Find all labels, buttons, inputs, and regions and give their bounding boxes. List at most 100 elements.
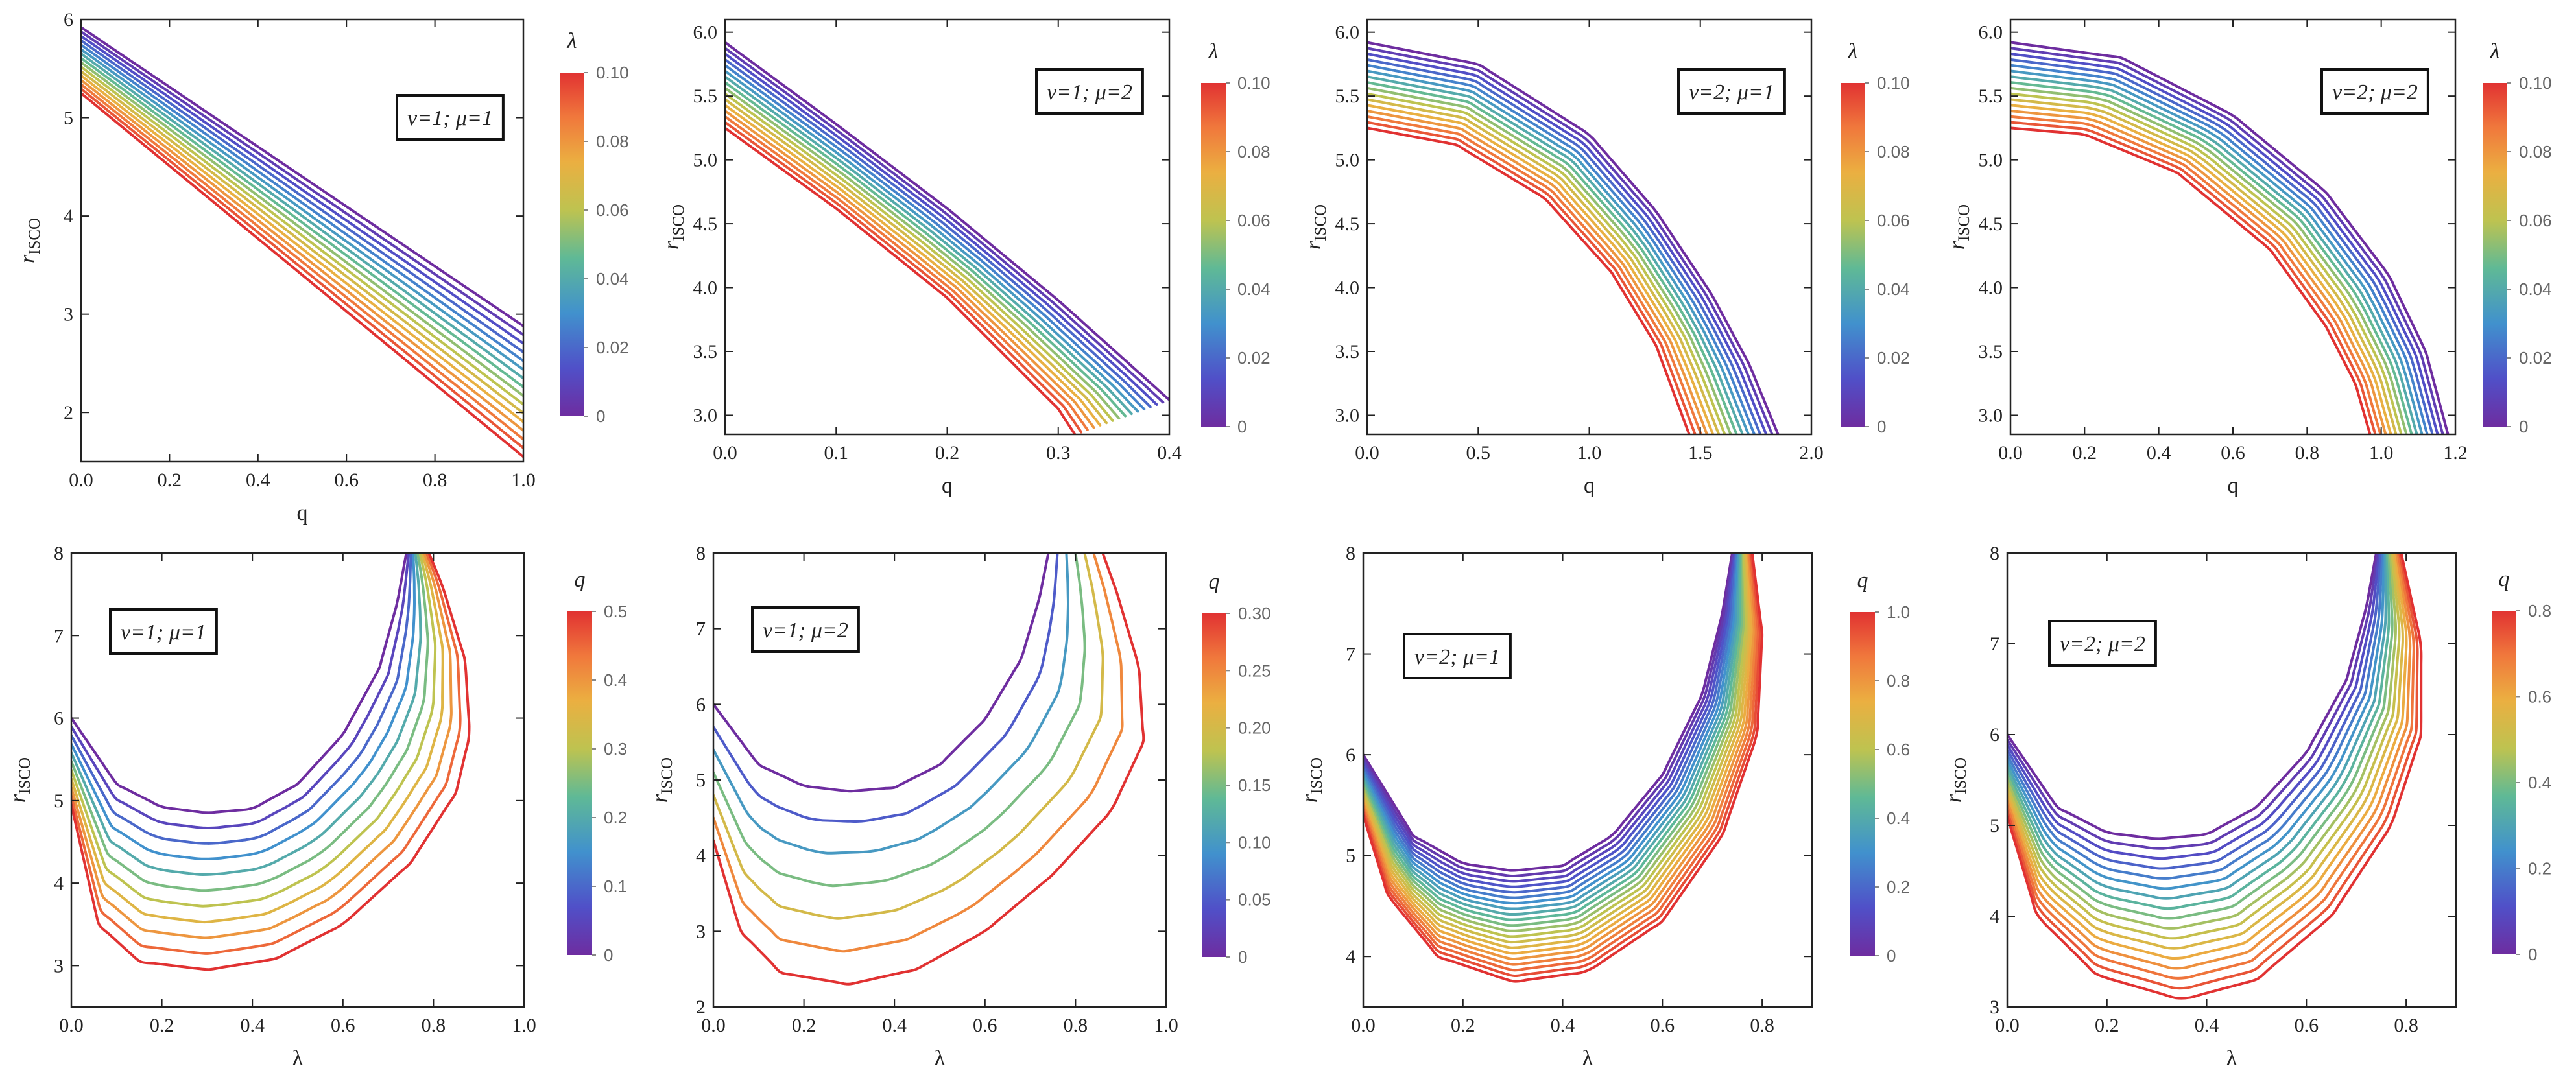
curve-family <box>1363 553 1764 983</box>
y-tick-label: 4.0 <box>1335 278 1360 299</box>
x-tick-label: 0.2 <box>1451 1015 1475 1036</box>
series-line-8 <box>725 86 1121 420</box>
colorbar-tick-label: 0.02 <box>1237 348 1270 368</box>
series-line-14 <box>1367 121 1697 434</box>
colorbar-title: λ <box>2490 40 2500 64</box>
curve-family <box>2010 41 2450 434</box>
series-line-13 <box>2007 553 2412 970</box>
x-tick-label: 1.0 <box>511 469 536 491</box>
series-line-7 <box>1367 81 1738 434</box>
colorbar-title: q <box>1857 569 1868 593</box>
series-line-1 <box>71 553 410 830</box>
y-tick-label: 4.0 <box>693 278 718 299</box>
y-axis-label: rISCO <box>1945 204 1973 250</box>
colorbar-tick-label: 0 <box>2519 417 2528 436</box>
colorbar-tick-label: 0.02 <box>2519 348 2552 368</box>
series-line-9 <box>1363 553 1743 921</box>
series-line-3 <box>713 553 1086 888</box>
y-tick-label: 5 <box>696 770 706 791</box>
x-tick-label: 1.0 <box>2369 442 2394 464</box>
colorbar: q 0 0.1 0.2 0.3 0.4 0.5 <box>567 568 627 965</box>
y-tick-label: 3.0 <box>693 405 718 426</box>
x-tick-label: 0.2 <box>792 1015 817 1036</box>
panel-bottom-2: 0.0 0.2 0.4 0.6 0.8 1.0 2 3 4 5 6 7 8 λ rISCO ν=1; μ=2 q… <box>648 543 1271 1070</box>
series-line-4 <box>725 64 1146 410</box>
series-line-1 <box>81 30 523 337</box>
plot-frame <box>80 18 525 463</box>
colorbar-tick-label: 0.04 <box>1237 279 1270 299</box>
x-tick-label: 0.0 <box>1995 1015 2020 1036</box>
colorbar-title: λ <box>1208 40 1219 64</box>
series-line-14 <box>725 121 1083 434</box>
curve-family <box>2007 553 2423 1000</box>
y-axis-label-subscript: ISCO <box>1952 757 1970 794</box>
colorbar-tick-label: 0.05 <box>1238 890 1271 910</box>
colorbar-tick-label: 0.1 <box>604 877 627 896</box>
colorbar-gradient <box>2483 83 2507 427</box>
series-line-14 <box>2007 553 2415 980</box>
y-tick-label: 8 <box>54 543 64 564</box>
colorbar-gradient <box>567 611 592 955</box>
series-line-13 <box>81 83 523 441</box>
series-line-6 <box>1363 553 1740 905</box>
legend-frame <box>1403 633 1512 679</box>
series-line-11 <box>1363 553 1746 932</box>
series-line-10 <box>71 553 471 971</box>
colorbar-tick-label: 0.4 <box>2528 773 2551 792</box>
series-line-7 <box>2010 81 2413 434</box>
y-tick-label: 3 <box>54 955 64 976</box>
legend-box: ν=2; μ=1 <box>1403 633 1512 679</box>
y-axis-label-subscript: ISCO <box>658 757 676 794</box>
colorbar-gradient <box>1850 612 1875 956</box>
curve-family <box>81 26 523 458</box>
series-line-4 <box>713 553 1104 920</box>
y-tick-label: 5 <box>64 108 73 129</box>
colorbar-tick-label: 0.04 <box>1877 279 1910 299</box>
x-tick-label: 0.6 <box>1651 1015 1675 1036</box>
series-line-9 <box>71 553 462 955</box>
series-line-7 <box>2007 553 2391 910</box>
y-axis-label: rISCO <box>16 218 43 263</box>
x-tick-label: 0.2 <box>150 1015 174 1036</box>
series-line-15 <box>1363 553 1754 955</box>
series-line-3 <box>1367 58 1762 434</box>
y-tick-label: 8 <box>1990 543 1999 564</box>
series-line-6 <box>725 75 1133 416</box>
series-line-1 <box>713 553 1059 823</box>
series-line-4 <box>1363 553 1738 894</box>
y-tick-label: 4.5 <box>1979 213 2003 235</box>
x-tick-label: 1.0 <box>1154 1015 1178 1036</box>
series-line-4 <box>2010 64 2429 434</box>
y-axis-label: rISCO <box>1302 204 1330 250</box>
series-line-4 <box>81 43 523 362</box>
series-line-9 <box>2010 92 2403 434</box>
series-line-15 <box>2007 553 2419 990</box>
legend-box: ν=2; μ=2 <box>2320 68 2429 115</box>
colorbar: q 0 0.05 0.10 0.15 0.20 0.25 0.30 <box>1202 570 1271 967</box>
y-tick-label: 8 <box>1346 543 1355 564</box>
x-tick-label: 0.2 <box>2095 1015 2119 1036</box>
legend-frame <box>1035 68 1144 115</box>
series-line-14 <box>2010 121 2377 434</box>
series-line-6 <box>2007 553 2387 900</box>
colorbar-tick-label: 0.06 <box>596 200 629 220</box>
y-tick-label: 6 <box>54 708 64 729</box>
x-tick-label: 0.8 <box>1064 1015 1088 1036</box>
series-line-2 <box>1363 553 1736 883</box>
y-tick-label: 5.5 <box>1335 86 1360 107</box>
y-tick-label: 6.0 <box>1335 22 1360 43</box>
y-axis-label-subscript: ISCO <box>1955 204 1973 241</box>
legend-label: ν=1; μ=1 <box>121 620 206 644</box>
colorbar-title: λ <box>1848 40 1858 64</box>
series-line-14 <box>81 87 523 449</box>
series-line-6 <box>1367 75 1744 434</box>
y-tick-label: 3.0 <box>1979 405 2003 426</box>
x-axis-label: q <box>1584 474 1595 498</box>
series-line-11 <box>1367 104 1715 434</box>
curve-family <box>71 553 471 971</box>
series-line-8 <box>1367 86 1732 434</box>
series-line-8 <box>71 553 453 939</box>
series-line-11 <box>725 104 1102 427</box>
colorbar-tick-label: 0.2 <box>604 808 627 827</box>
colorbar-gradient <box>1202 613 1226 957</box>
